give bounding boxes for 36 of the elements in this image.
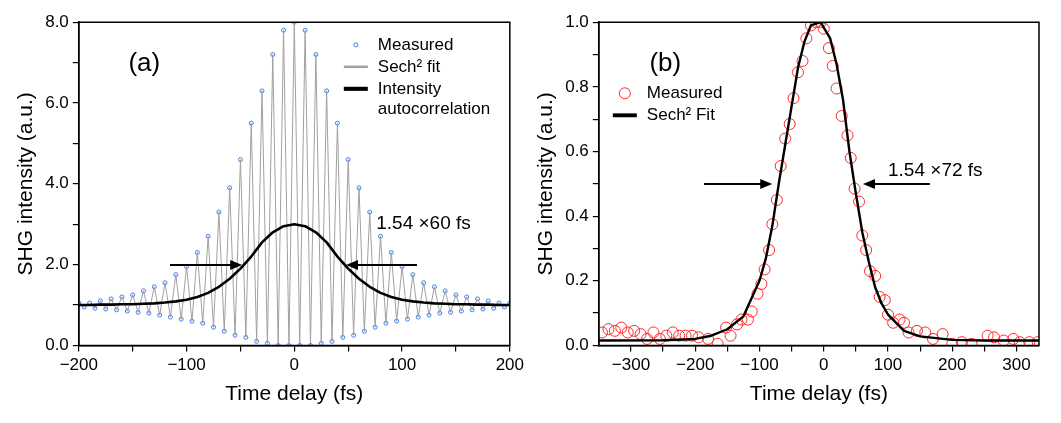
x-tick-label: 100 [873, 355, 903, 375]
y-tick-label: 0.0 [565, 335, 589, 355]
y-tick-label: 2.0 [45, 254, 69, 274]
y-tick-label: 0.2 [565, 270, 589, 290]
legend-label: Intensity autocorrelation [377, 78, 491, 118]
annotation: 1.54 ×60 fs [376, 212, 471, 234]
y-tick-label: 1.0 [565, 11, 589, 31]
y-tick-label: 0.6 [565, 141, 589, 161]
x-axis-title: Time delay (fs) [749, 381, 888, 405]
x-tick-label: −100 [740, 355, 779, 375]
y-axis-title: SHG intensity (a.u.) [13, 92, 37, 276]
legend-label: Measured [377, 34, 454, 54]
x-tick-label: 200 [938, 355, 967, 375]
x-tick-label: −100 [167, 355, 206, 375]
y-tick-label: 0.4 [565, 205, 589, 225]
y-tick-label: 6.0 [45, 92, 69, 112]
x-tick-label: −300 [611, 355, 651, 375]
x-tick-label: 0 [819, 355, 829, 375]
y-tick-label: 0.0 [45, 335, 69, 355]
y-tick-label: 4.0 [45, 173, 69, 193]
legend-label: Sech² Fit [646, 104, 716, 124]
x-tick-label: −200 [676, 355, 715, 375]
x-tick-label: 0 [289, 355, 300, 375]
legend-label: Sech² fit [377, 56, 441, 76]
y-axis-title: SHG intensity (a.u.) [533, 92, 557, 276]
x-tick-label: 300 [1002, 355, 1031, 375]
annotation: (b) [649, 47, 682, 78]
annotation: 1.54 ×72 fs [888, 159, 983, 181]
x-axis-title: Time delay (fs) [225, 381, 364, 405]
y-tick-label: 8.0 [45, 11, 69, 31]
annotation: (a) [128, 47, 161, 78]
x-tick-label: 200 [495, 355, 525, 375]
x-tick-label: −200 [59, 355, 98, 375]
x-tick-label: 100 [387, 355, 417, 375]
y-tick-label: 0.8 [565, 76, 589, 96]
legend-label: Measured [646, 82, 723, 102]
